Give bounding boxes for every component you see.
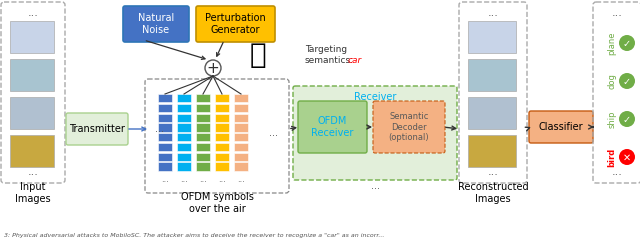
Text: dog: dog (607, 73, 616, 89)
Text: ...: ... (612, 167, 623, 177)
Text: ...: ... (180, 174, 188, 184)
Bar (468, 21, 516, 53)
Bar (234, 143, 248, 151)
Bar (196, 152, 210, 161)
Text: Transmitter: Transmitter (69, 124, 125, 134)
Text: 🕵: 🕵 (250, 41, 266, 69)
Bar (177, 143, 191, 151)
Text: bird: bird (607, 147, 616, 167)
Bar (468, 135, 516, 167)
Text: car: car (348, 56, 362, 64)
Bar (196, 113, 210, 122)
Bar (177, 162, 191, 171)
Circle shape (619, 111, 635, 127)
Bar (158, 104, 172, 112)
Text: ...: ... (269, 128, 278, 138)
Text: Natural
Noise: Natural Noise (138, 13, 174, 35)
Bar (158, 94, 172, 102)
FancyBboxPatch shape (123, 6, 189, 42)
Bar (177, 104, 191, 112)
Text: ...: ... (28, 167, 38, 177)
FancyBboxPatch shape (66, 113, 128, 145)
Text: +: + (207, 61, 220, 76)
Bar (10, 97, 54, 129)
Text: OFDM symbols
over the air: OFDM symbols over the air (180, 192, 253, 214)
Bar (177, 113, 191, 122)
Bar (10, 59, 54, 91)
Circle shape (619, 35, 635, 51)
Bar (234, 133, 248, 141)
FancyBboxPatch shape (373, 101, 445, 153)
Text: ✓: ✓ (623, 38, 631, 49)
Text: Input
Images: Input Images (15, 182, 51, 204)
Bar (177, 133, 191, 141)
Text: ...: ... (156, 124, 164, 134)
Bar (196, 143, 210, 151)
Bar (10, 135, 54, 167)
Bar (196, 162, 210, 171)
Bar (234, 104, 248, 112)
Text: Perturbation
Generator: Perturbation Generator (205, 13, 266, 35)
Text: ✕: ✕ (623, 152, 631, 162)
Text: 3: Physical adversarial attacks to MobiloSC. The attacker aims to deceive the re: 3: Physical adversarial attacks to Mobil… (4, 233, 385, 238)
Bar (215, 104, 229, 112)
Text: Receiver: Receiver (354, 92, 396, 102)
Text: OFDM
Receiver: OFDM Receiver (311, 116, 354, 138)
Text: ...: ... (488, 8, 499, 18)
Bar (215, 152, 229, 161)
Text: ...: ... (371, 181, 380, 191)
Text: ...: ... (612, 8, 623, 18)
Bar (234, 123, 248, 132)
Bar (196, 123, 210, 132)
Text: ship: ship (607, 110, 616, 128)
Bar (196, 133, 210, 141)
Text: plane: plane (607, 31, 616, 55)
Circle shape (619, 73, 635, 89)
Bar (196, 94, 210, 102)
Text: Semantic
Decoder
(optional): Semantic Decoder (optional) (388, 112, 429, 142)
FancyBboxPatch shape (529, 111, 593, 143)
Bar (234, 113, 248, 122)
Bar (215, 133, 229, 141)
Bar (215, 113, 229, 122)
Bar (158, 123, 172, 132)
Bar (177, 123, 191, 132)
Text: ...: ... (161, 174, 169, 184)
Circle shape (205, 60, 221, 76)
Bar (468, 59, 516, 91)
Text: ✓: ✓ (623, 76, 631, 86)
FancyBboxPatch shape (298, 101, 367, 153)
Text: ...: ... (237, 174, 245, 184)
Bar (158, 152, 172, 161)
Bar (468, 97, 516, 129)
Text: ...: ... (488, 167, 499, 177)
Text: ...: ... (199, 174, 207, 184)
Text: ...: ... (218, 174, 226, 184)
Circle shape (619, 149, 635, 165)
Bar (10, 21, 54, 53)
Bar (215, 143, 229, 151)
Bar (234, 162, 248, 171)
Bar (234, 152, 248, 161)
Bar (177, 94, 191, 102)
Bar (215, 94, 229, 102)
Text: ...: ... (28, 8, 38, 18)
Bar (215, 162, 229, 171)
Bar (215, 123, 229, 132)
FancyBboxPatch shape (196, 6, 275, 42)
Bar (177, 152, 191, 161)
Text: Classifier: Classifier (539, 122, 583, 132)
Text: Targeting
semantics:: Targeting semantics: (305, 45, 354, 65)
Bar (158, 143, 172, 151)
Bar (158, 113, 172, 122)
Bar (158, 162, 172, 171)
Bar (234, 94, 248, 102)
Text: Reconstructed
Images: Reconstructed Images (458, 182, 528, 204)
Text: ✓: ✓ (623, 114, 631, 124)
Bar (158, 133, 172, 141)
Bar (196, 104, 210, 112)
FancyBboxPatch shape (293, 86, 457, 180)
